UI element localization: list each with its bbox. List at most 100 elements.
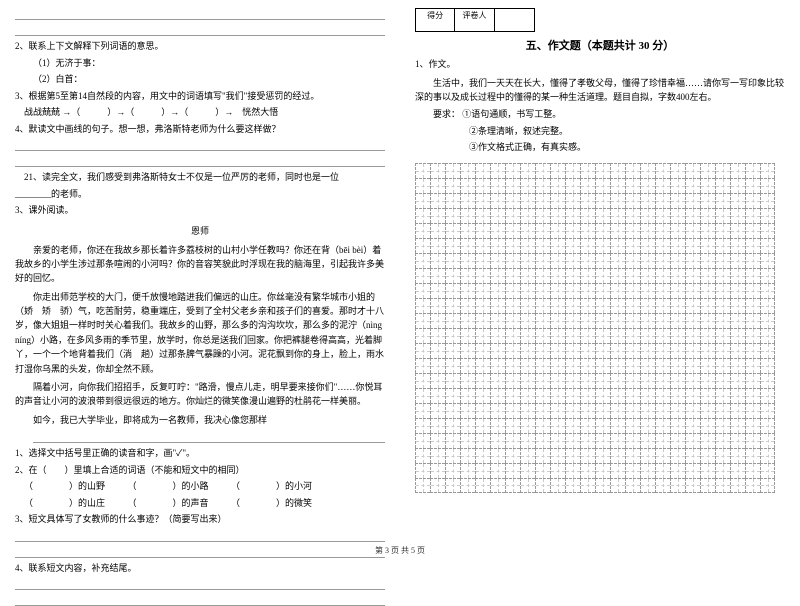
grid-row (415, 373, 785, 388)
grid-cell (595, 463, 610, 478)
section-5-title: 五、作文题（本题共计 30 分） (415, 37, 785, 53)
grid-cell (715, 388, 730, 403)
grid-cell (565, 463, 580, 478)
grid-cell (445, 463, 460, 478)
grid-cell (760, 163, 775, 178)
grid-cell (430, 223, 445, 238)
grid-row (415, 268, 785, 283)
grid-cell (685, 178, 700, 193)
grid-cell (565, 208, 580, 223)
grid-cell (550, 328, 565, 343)
grid-cell (640, 388, 655, 403)
grid-cell (670, 208, 685, 223)
grid-cell (415, 208, 430, 223)
grid-cell (580, 373, 595, 388)
grid-cell (625, 403, 640, 418)
grid-cell (445, 178, 460, 193)
grid-cell (760, 418, 775, 433)
grid-cell (415, 478, 430, 493)
grid-cell (460, 343, 475, 358)
grid-cell (475, 208, 490, 223)
grid-cell (535, 343, 550, 358)
grid-cell (475, 373, 490, 388)
grid-cell (655, 343, 670, 358)
grid-cell (745, 373, 760, 388)
p3: 隔着小河，向你我们招招手，反复叮咛："路滑，慢点儿走，明早要来接你们"……你悦耳… (15, 380, 385, 409)
grid-cell (760, 373, 775, 388)
grid-cell (565, 373, 580, 388)
grid-cell (490, 208, 505, 223)
grid-cell (415, 328, 430, 343)
grid-cell (655, 298, 670, 313)
grid-cell (730, 178, 745, 193)
grid-cell (430, 328, 445, 343)
blank-line (15, 24, 385, 36)
grid-cell (430, 403, 445, 418)
grid-cell (535, 328, 550, 343)
grid-cell (745, 268, 760, 283)
grid-cell (700, 268, 715, 283)
grid-cell (700, 433, 715, 448)
grid-cell (475, 193, 490, 208)
grid-cell (445, 418, 460, 433)
grid-cell (745, 163, 760, 178)
grid-cell (745, 313, 760, 328)
grid-cell (520, 193, 535, 208)
grid-cell (730, 238, 745, 253)
grid-cell (550, 373, 565, 388)
grid-cell (565, 268, 580, 283)
grid-cell (685, 418, 700, 433)
grid-cell (610, 403, 625, 418)
grid-cell (745, 238, 760, 253)
grid-cell (595, 478, 610, 493)
grid-cell (670, 238, 685, 253)
grid-cell (520, 223, 535, 238)
grid-cell (415, 223, 430, 238)
grid-cell (535, 283, 550, 298)
grid-cell (700, 418, 715, 433)
grid-cell (625, 478, 640, 493)
grid-cell (550, 163, 565, 178)
grid-cell (490, 343, 505, 358)
grid-cell (475, 448, 490, 463)
grid-cell (580, 358, 595, 373)
grid-cell (610, 418, 625, 433)
grid-cell (640, 238, 655, 253)
grid-cell (415, 373, 430, 388)
grid-row (415, 253, 785, 268)
grid-cell (610, 448, 625, 463)
grid-cell (655, 388, 670, 403)
grid-cell (505, 313, 520, 328)
grid-cell (580, 388, 595, 403)
grid-cell (685, 373, 700, 388)
blank-line (15, 139, 385, 151)
grid-cell (535, 268, 550, 283)
grid-cell (550, 403, 565, 418)
grid-cell (595, 238, 610, 253)
grid-cell (580, 253, 595, 268)
grid-cell (430, 343, 445, 358)
q3-fill: 3、根据第5至第14自然段的内容，用文中的词语填写"我们"接受惩罚的经过。 (15, 90, 385, 104)
grid-cell (625, 298, 640, 313)
grid-cell (550, 343, 565, 358)
grid-cell (445, 478, 460, 493)
grid-cell (505, 418, 520, 433)
grid-cell (730, 373, 745, 388)
grid-cell (745, 298, 760, 313)
grid-cell (610, 373, 625, 388)
grid-cell (430, 238, 445, 253)
grid-cell (760, 283, 775, 298)
zw5: ③作文格式正确，有真实感。 (415, 141, 785, 155)
grid-cell (460, 163, 475, 178)
grid-cell (610, 358, 625, 373)
grid-cell (460, 238, 475, 253)
grid-cell (445, 223, 460, 238)
zw3: 要求： ①语句通顺，书写工整。 (415, 108, 785, 122)
grid-cell (430, 433, 445, 448)
grid-cell (430, 253, 445, 268)
grid-cell (715, 418, 730, 433)
grid-cell (520, 463, 535, 478)
grid-cell (610, 208, 625, 223)
grid-cell (715, 268, 730, 283)
grid-cell (520, 313, 535, 328)
